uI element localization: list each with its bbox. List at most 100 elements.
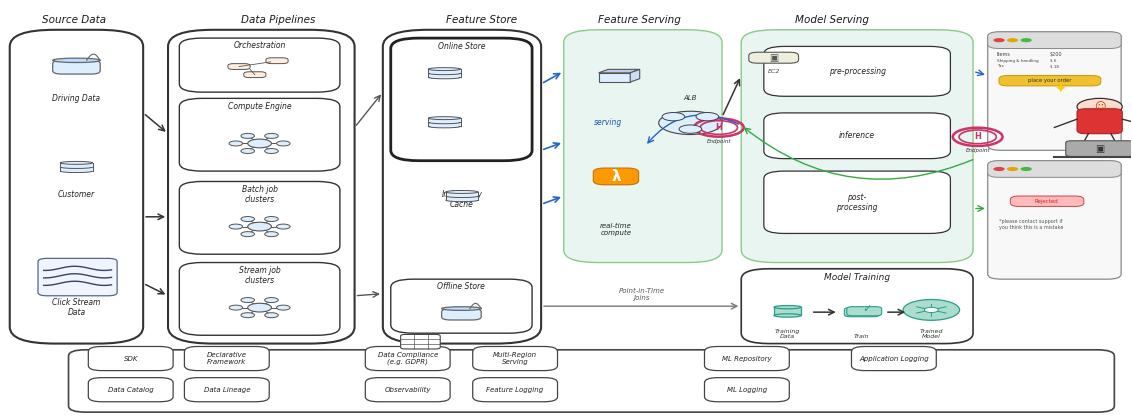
Text: pre-processing: pre-processing	[829, 67, 885, 76]
FancyBboxPatch shape	[266, 58, 289, 64]
Circle shape	[241, 133, 255, 138]
FancyBboxPatch shape	[366, 347, 451, 371]
FancyBboxPatch shape	[704, 378, 789, 402]
Text: Endpoint: Endpoint	[966, 148, 989, 153]
Text: Data Pipelines: Data Pipelines	[240, 15, 315, 25]
Polygon shape	[599, 69, 640, 73]
FancyBboxPatch shape	[988, 161, 1121, 279]
Text: Observability: Observability	[385, 387, 431, 393]
Text: Data Catalog: Data Catalog	[108, 387, 154, 393]
FancyBboxPatch shape	[185, 378, 269, 402]
FancyBboxPatch shape	[593, 168, 638, 185]
Text: $ 6: $ 6	[1049, 59, 1056, 63]
Text: Customer: Customer	[58, 190, 95, 199]
Text: Compute Engine: Compute Engine	[228, 102, 291, 111]
Text: Model Serving: Model Serving	[795, 15, 868, 25]
FancyBboxPatch shape	[441, 309, 481, 320]
Text: SDK: SDK	[123, 356, 138, 362]
Circle shape	[276, 141, 290, 146]
Text: Multi-Region
Serving: Multi-Region Serving	[494, 352, 538, 365]
Circle shape	[265, 148, 278, 153]
Text: *please contact support if
you think this is a mistake: *please contact support if you think thi…	[1000, 219, 1063, 230]
Ellipse shape	[774, 314, 801, 317]
Circle shape	[696, 113, 719, 121]
Text: In-Memory
Cache: In-Memory Cache	[441, 190, 482, 209]
FancyBboxPatch shape	[704, 347, 789, 371]
Text: Online Store: Online Store	[438, 42, 486, 51]
Text: ▣: ▣	[1095, 143, 1105, 153]
Text: Application Logging: Application Logging	[859, 355, 928, 362]
Polygon shape	[631, 69, 640, 82]
Circle shape	[241, 298, 255, 303]
Bar	[60, 163, 93, 167]
FancyBboxPatch shape	[69, 350, 1114, 412]
Bar	[428, 122, 461, 126]
Bar	[446, 196, 478, 200]
Text: H: H	[975, 132, 981, 141]
Bar	[428, 73, 461, 77]
FancyBboxPatch shape	[228, 64, 250, 70]
Circle shape	[1021, 38, 1031, 42]
Circle shape	[659, 111, 722, 135]
Text: ML Repository: ML Repository	[722, 355, 772, 362]
FancyBboxPatch shape	[185, 347, 269, 371]
Text: ▣: ▣	[769, 53, 779, 63]
Text: Feature Store: Feature Store	[446, 15, 517, 25]
Text: Data Compliance
(e.g. GDPR): Data Compliance (e.g. GDPR)	[378, 352, 438, 365]
Text: ✦: ✦	[1054, 83, 1066, 97]
FancyBboxPatch shape	[1077, 109, 1122, 134]
FancyBboxPatch shape	[1065, 141, 1132, 156]
Text: Shipping & handling: Shipping & handling	[997, 59, 1038, 63]
Circle shape	[994, 167, 1005, 171]
Ellipse shape	[60, 166, 93, 168]
FancyBboxPatch shape	[88, 378, 173, 402]
Ellipse shape	[446, 191, 478, 193]
Text: Model Training: Model Training	[824, 273, 890, 282]
FancyBboxPatch shape	[749, 52, 798, 63]
FancyBboxPatch shape	[401, 334, 440, 349]
Circle shape	[241, 313, 255, 318]
Text: H: H	[715, 123, 722, 132]
Text: Rejected: Rejected	[1035, 198, 1058, 203]
Text: Orchestration: Orchestration	[233, 41, 285, 50]
Text: Point-in-Time
Joins: Point-in-Time Joins	[619, 288, 664, 301]
Bar	[446, 192, 478, 196]
Text: Train: Train	[854, 334, 869, 339]
Text: Stream job
clusters: Stream job clusters	[239, 266, 281, 285]
FancyBboxPatch shape	[564, 30, 722, 263]
Circle shape	[241, 216, 255, 221]
Polygon shape	[599, 73, 631, 82]
Circle shape	[248, 303, 272, 312]
Ellipse shape	[53, 58, 101, 63]
Bar	[774, 307, 801, 316]
Text: Tax: Tax	[997, 64, 1004, 68]
Text: ALB: ALB	[684, 95, 697, 101]
FancyBboxPatch shape	[1000, 75, 1100, 86]
FancyBboxPatch shape	[243, 72, 266, 78]
Circle shape	[265, 313, 278, 318]
Text: Source Data: Source Data	[42, 15, 106, 25]
Text: Batch job
clusters: Batch job clusters	[241, 185, 277, 204]
Ellipse shape	[60, 170, 93, 173]
Ellipse shape	[446, 199, 478, 202]
Ellipse shape	[428, 125, 461, 128]
Circle shape	[1077, 98, 1122, 115]
Circle shape	[903, 299, 960, 320]
Text: EC2: EC2	[767, 69, 780, 74]
FancyBboxPatch shape	[366, 378, 451, 402]
Text: Data Lineage: Data Lineage	[204, 387, 250, 393]
FancyBboxPatch shape	[988, 161, 1121, 177]
Ellipse shape	[428, 76, 461, 79]
Ellipse shape	[428, 117, 461, 120]
Text: λ: λ	[611, 169, 620, 184]
Circle shape	[679, 125, 702, 133]
Text: Feature Logging: Feature Logging	[487, 387, 543, 393]
Text: Endpoint: Endpoint	[706, 139, 731, 144]
Circle shape	[662, 113, 685, 121]
Ellipse shape	[446, 195, 478, 198]
Bar	[60, 167, 93, 171]
Ellipse shape	[441, 307, 481, 310]
Text: serving: serving	[594, 118, 623, 127]
Ellipse shape	[428, 68, 461, 70]
FancyBboxPatch shape	[53, 60, 101, 74]
